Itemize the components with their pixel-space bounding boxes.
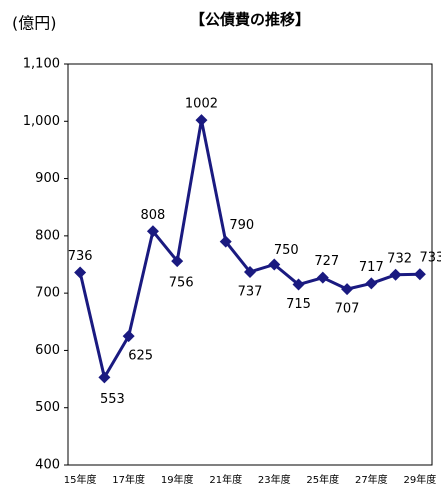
x-tick-label: 15年度 — [64, 473, 97, 486]
marker — [365, 277, 378, 290]
y-tick-label: 400 — [35, 458, 60, 473]
marker — [195, 114, 208, 127]
y-tick-label: 800 — [35, 228, 60, 243]
data-label: 733 — [419, 251, 441, 266]
marker — [122, 330, 135, 343]
marker — [74, 266, 87, 279]
data-label: 808 — [141, 208, 166, 223]
x-tick-label: 29年度 — [403, 473, 436, 486]
y-axis-label: (億円) — [12, 14, 57, 33]
marker — [341, 283, 354, 296]
x-tick-label: 27年度 — [355, 473, 388, 486]
x-tick-label: 25年度 — [306, 473, 339, 486]
y-tick-label: 500 — [35, 400, 60, 415]
data-label: 1002 — [185, 97, 218, 112]
x-tick-label: 17年度 — [112, 473, 145, 486]
y-tick-label: 700 — [35, 286, 60, 301]
data-label: 553 — [100, 392, 125, 407]
marker — [413, 268, 426, 281]
data-label: 737 — [238, 284, 263, 299]
marker — [268, 258, 281, 271]
y-tick-label: 1,000 — [23, 114, 60, 129]
data-label: 732 — [387, 251, 412, 266]
data-label: 756 — [169, 276, 194, 291]
data-label: 707 — [335, 302, 360, 317]
marker — [316, 271, 329, 284]
marker — [171, 255, 184, 268]
x-tick-label: 21年度 — [209, 473, 242, 486]
y-tick-label: 600 — [35, 343, 60, 358]
marker — [98, 371, 111, 384]
x-tick-label: 19年度 — [161, 473, 194, 486]
marker — [389, 268, 402, 281]
marker — [292, 278, 305, 291]
y-tick-label: 1,100 — [23, 57, 60, 72]
x-tick-label: 23年度 — [258, 473, 291, 486]
marker — [219, 235, 232, 248]
y-tick-label: 900 — [35, 171, 60, 186]
data-label: 727 — [314, 254, 339, 269]
data-label: 625 — [128, 349, 153, 364]
chart-title: 【公債費の推移】 — [190, 11, 310, 29]
data-label: 715 — [286, 297, 311, 312]
plot-area — [67, 63, 433, 466]
data-label: 717 — [359, 260, 384, 275]
data-label: 790 — [229, 218, 254, 233]
data-label: 750 — [274, 243, 299, 258]
marker — [244, 265, 256, 278]
marker — [146, 225, 159, 238]
data-label: 736 — [68, 249, 93, 264]
